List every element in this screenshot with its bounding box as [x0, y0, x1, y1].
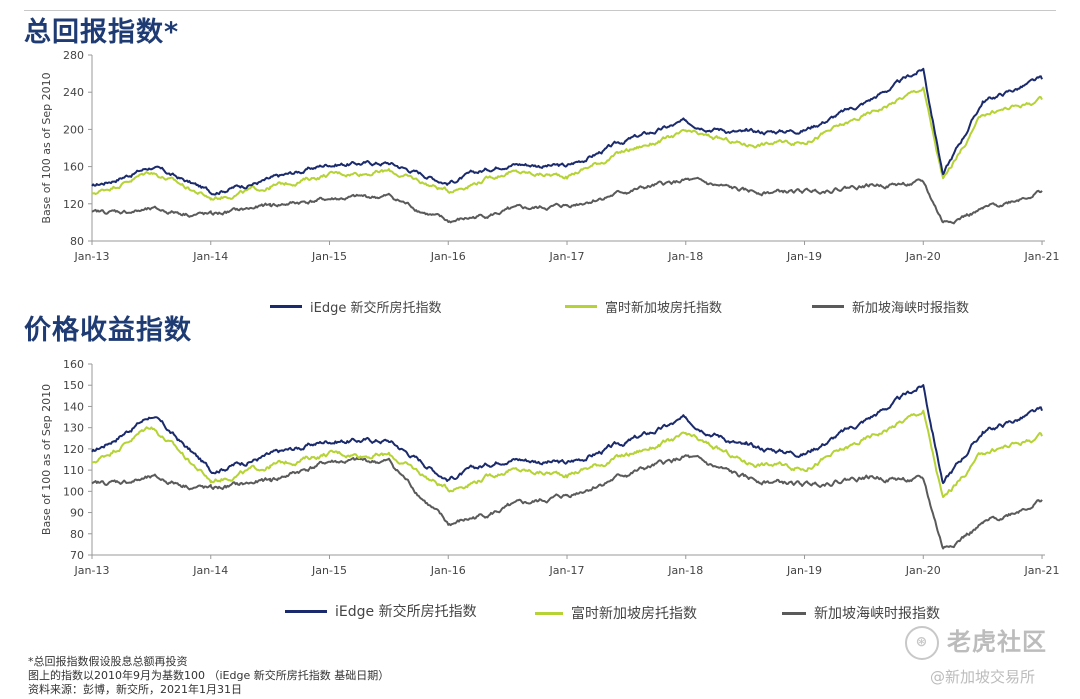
legend-2-sti: 新加坡海峡时报指数: [782, 603, 940, 623]
total-return-title: 总回报指数*: [24, 17, 180, 48]
price-return-title: 价格收益指数: [24, 315, 192, 346]
y-tick-label: 100: [63, 485, 84, 498]
legend-swatch: [270, 305, 302, 308]
x-tick-label: Jan-13: [74, 250, 110, 263]
x-tick-label: Jan-19: [786, 564, 822, 577]
series-line: [91, 67, 1043, 196]
legend-label: iEdge 新交所房托指数: [310, 301, 442, 316]
y-tick-label: 150: [63, 379, 84, 392]
y-tick-label: 240: [63, 86, 84, 99]
series-line: [91, 86, 1043, 201]
footnote-dividend: *总回报指数假设股息总额再投资: [28, 655, 188, 668]
y-axis-label: Base of 100 as of Sep 2010: [40, 384, 53, 535]
y-tick-label: 200: [63, 123, 84, 136]
price-return-chart: 70 80 90 100 110 120 130 140 150 160 Jan-13 Jan-14 J…: [40, 358, 1060, 577]
legend-swatch: [565, 305, 597, 308]
legend-label: iEdge 新交所房托指数: [335, 604, 477, 620]
x-tick-label: Jan-18: [667, 250, 703, 263]
watermark-handle: @新加坡交易所: [930, 668, 1036, 686]
y-tick-label: 160: [63, 161, 84, 174]
series-line: [91, 384, 1043, 485]
y-tick-label: 120: [63, 443, 84, 456]
x-tick-label: Jan-14: [192, 564, 228, 577]
x-tick-label: Jan-21: [1024, 564, 1060, 577]
legend-1-iedge: iEdge 新交所房托指数: [270, 297, 441, 316]
tiger-logo-icon: ⊛: [905, 626, 939, 660]
x-tick-label: Jan-13: [74, 564, 110, 577]
x-tick-label: Jan-17: [549, 564, 585, 577]
total-return-chart: 80 120 160 200 240 280 Jan-13 Jan-14 Jan-15 Jan-1…: [40, 49, 1060, 263]
y-tick-label: 130: [63, 422, 84, 435]
series-line: [91, 176, 1043, 225]
y-tick-label: 70: [70, 549, 84, 562]
legend-1-ftse: 富时新加坡房托指数: [565, 297, 722, 316]
y-tick-label: 80: [70, 235, 84, 248]
x-tick-label: Jan-21: [1024, 250, 1060, 263]
y-tick-label: 280: [63, 49, 84, 62]
legend-label: 富时新加坡房托指数: [571, 606, 697, 622]
x-tick-label: Jan-16: [430, 250, 466, 263]
series-line: [92, 409, 1043, 499]
x-tick-label: Jan-20: [905, 564, 941, 577]
legend-2-iedge: iEdge 新交所房托指数: [285, 601, 477, 621]
legend-swatch: [285, 609, 327, 613]
legend-label: 新加坡海峡时报指数: [852, 301, 970, 316]
x-tick-label: Jan-18: [667, 564, 703, 577]
legend-swatch: [535, 611, 563, 615]
x-tick-label: Jan-15: [311, 250, 347, 263]
footnote-base: 图上的指数以2010年9月为基数100 （iEdge 新交所房托指数 基础日期）: [28, 669, 390, 682]
x-tick-label: Jan-15: [311, 564, 347, 577]
y-axis-label: Base of 100 as of Sep 2010: [40, 72, 53, 223]
x-tick-label: Jan-19: [786, 250, 822, 263]
series-line: [91, 454, 1043, 550]
legend-label: 新加坡海峡时报指数: [814, 606, 940, 622]
y-tick-label: 90: [70, 507, 84, 520]
legend-swatch: [782, 611, 806, 615]
legend-2-ftse: 富时新加坡房托指数: [535, 603, 697, 623]
legend-1-sti: 新加坡海峡时报指数: [812, 297, 969, 316]
x-tick-label: Jan-14: [192, 250, 228, 263]
watermark-logo: ⊛ 老虎社区: [905, 622, 1047, 660]
x-tick-label: Jan-20: [905, 250, 941, 263]
footnote-source: 资料来源：彭博，新交所，2021年1月31日: [28, 683, 242, 696]
y-tick-label: 140: [63, 400, 84, 413]
x-tick-label: Jan-16: [430, 564, 466, 577]
y-tick-label: 110: [63, 464, 84, 477]
y-tick-label: 80: [70, 528, 84, 541]
watermark-text: 老虎社区: [947, 628, 1047, 656]
x-tick-label: Jan-17: [549, 250, 585, 263]
top-divider: [24, 10, 1056, 11]
y-tick-label: 160: [63, 358, 84, 371]
y-tick-label: 120: [63, 198, 84, 211]
legend-label: 富时新加坡房托指数: [605, 301, 723, 316]
legend-swatch: [812, 305, 844, 308]
